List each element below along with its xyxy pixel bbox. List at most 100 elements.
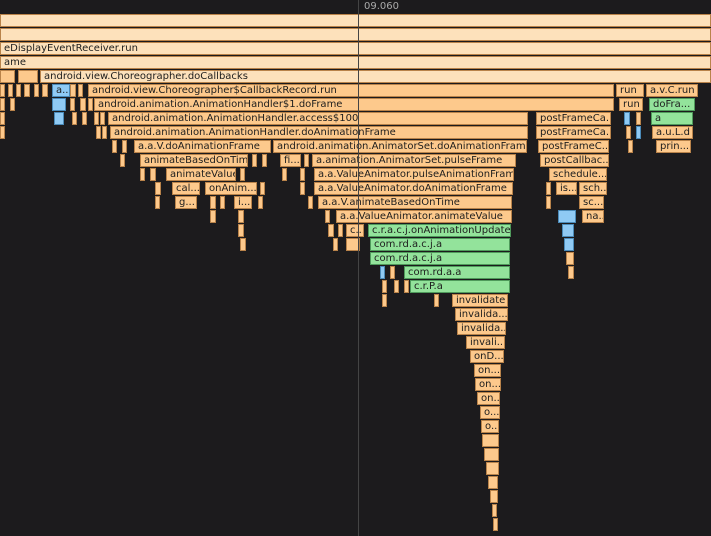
frame[interactable] <box>636 126 641 139</box>
frame[interactable] <box>492 504 497 517</box>
frame[interactable]: g... <box>175 196 197 209</box>
frame[interactable] <box>150 168 156 181</box>
frame[interactable] <box>382 280 387 293</box>
frame[interactable]: com.rd.a.a <box>404 266 510 279</box>
frame[interactable]: a.a.V.animateBasedOnTime <box>318 196 512 209</box>
frame[interactable]: android.animation.AnimationHandler.doAni… <box>110 126 528 139</box>
frame[interactable] <box>300 168 305 181</box>
frame[interactable] <box>546 182 551 195</box>
frame[interactable] <box>325 210 330 223</box>
frame[interactable] <box>434 294 439 307</box>
frame[interactable]: o... <box>481 420 499 433</box>
frame[interactable]: on... <box>475 378 501 391</box>
frame[interactable] <box>155 182 161 195</box>
frame[interactable] <box>210 210 216 223</box>
frame[interactable] <box>240 238 246 251</box>
frame[interactable]: postCallbac... <box>540 154 609 167</box>
frame[interactable] <box>636 112 641 125</box>
frame[interactable] <box>490 490 498 503</box>
frame[interactable] <box>88 98 93 111</box>
frame[interactable] <box>546 196 551 209</box>
frame[interactable] <box>122 140 127 153</box>
frame[interactable]: c... <box>346 224 364 237</box>
frame[interactable]: a... <box>52 84 70 97</box>
frame[interactable] <box>333 238 338 251</box>
frame[interactable] <box>482 434 499 447</box>
frame[interactable] <box>390 266 395 279</box>
frame[interactable]: sc... <box>579 196 604 209</box>
frame[interactable] <box>102 126 107 139</box>
frame[interactable]: na... <box>582 210 604 223</box>
frame[interactable]: android.view.Choreographer.doCallbacks <box>40 70 711 83</box>
frame[interactable]: a.u.L.d <box>652 126 693 139</box>
frame[interactable] <box>568 266 574 279</box>
frame[interactable]: android.animation.AnimatorSet.doAnimatio… <box>273 140 527 153</box>
frame[interactable] <box>238 224 244 237</box>
frame[interactable]: schedule... <box>549 168 607 181</box>
frame[interactable] <box>564 238 574 251</box>
frame[interactable]: com.rd.a.c.j.a <box>370 252 510 265</box>
frame[interactable] <box>10 98 15 111</box>
frame[interactable] <box>155 196 160 209</box>
frame[interactable]: sch... <box>579 182 607 195</box>
frame[interactable] <box>562 224 574 237</box>
frame[interactable] <box>0 70 15 83</box>
frame[interactable]: cal... <box>172 182 200 195</box>
frame[interactable]: animateValue <box>166 168 236 181</box>
frame[interactable]: doFra... <box>649 98 695 111</box>
frame[interactable] <box>52 98 66 111</box>
frame[interactable] <box>304 154 309 167</box>
frame[interactable] <box>112 140 117 153</box>
frame[interactable]: android.animation.AnimationHandler$1.doF… <box>94 98 614 111</box>
frame[interactable] <box>210 196 216 209</box>
frame[interactable]: a.a.ValueAnimator.animateValue <box>336 210 512 223</box>
frame[interactable] <box>94 112 99 125</box>
frame[interactable]: a.a.V.doAnimationFrame <box>134 140 271 153</box>
frame[interactable] <box>120 154 125 167</box>
frame[interactable] <box>80 98 86 111</box>
frame[interactable]: postFrameC... <box>538 140 609 153</box>
frame[interactable]: onD... <box>470 350 504 363</box>
frame[interactable] <box>0 84 5 97</box>
frame[interactable] <box>338 224 343 237</box>
frame[interactable]: onAnim... <box>205 182 257 195</box>
frame[interactable]: animateBasedOnTime <box>140 154 248 167</box>
frame[interactable] <box>258 196 263 209</box>
frame[interactable] <box>42 84 48 97</box>
frame[interactable] <box>72 112 77 125</box>
frame[interactable]: com.rd.a.c.j.a <box>370 238 510 251</box>
frame[interactable] <box>488 476 498 489</box>
frame[interactable]: postFrameCa... <box>536 112 611 125</box>
frame[interactable] <box>382 294 387 307</box>
frame[interactable] <box>140 168 145 181</box>
frame[interactable] <box>300 182 305 195</box>
frame[interactable] <box>626 126 631 139</box>
frame[interactable] <box>486 462 499 475</box>
frame[interactable]: a.animation.AnimatorSet.pulseFrame <box>312 154 516 167</box>
frame[interactable] <box>394 280 399 293</box>
frame[interactable] <box>0 126 5 139</box>
frame[interactable] <box>566 252 574 265</box>
frame[interactable] <box>262 154 267 167</box>
frame[interactable] <box>328 224 334 237</box>
frame[interactable] <box>100 112 105 125</box>
frame[interactable] <box>0 28 711 41</box>
frame[interactable]: run <box>619 98 643 111</box>
frame[interactable]: a <box>651 112 693 125</box>
frame[interactable] <box>70 98 75 111</box>
frame[interactable]: a.a.ValueAnimator.doAnimationFrame <box>314 182 513 195</box>
frame[interactable] <box>493 518 498 531</box>
frame[interactable]: run <box>616 84 644 97</box>
frame[interactable]: invalida... <box>455 308 508 321</box>
frame[interactable]: invalida... <box>457 322 506 335</box>
frame[interactable]: ame <box>0 56 711 69</box>
frame[interactable]: postFrameCa... <box>536 126 611 139</box>
frame[interactable] <box>624 112 630 125</box>
frame[interactable]: o... <box>480 406 500 419</box>
frame[interactable]: eDisplayEventReceiver.run <box>0 42 711 55</box>
frame[interactable] <box>78 84 83 97</box>
frame[interactable] <box>70 84 76 97</box>
frame[interactable] <box>18 70 38 83</box>
frame[interactable] <box>484 448 499 461</box>
frame[interactable]: c.r.a.c.j.onAnimationUpdate <box>368 224 511 237</box>
